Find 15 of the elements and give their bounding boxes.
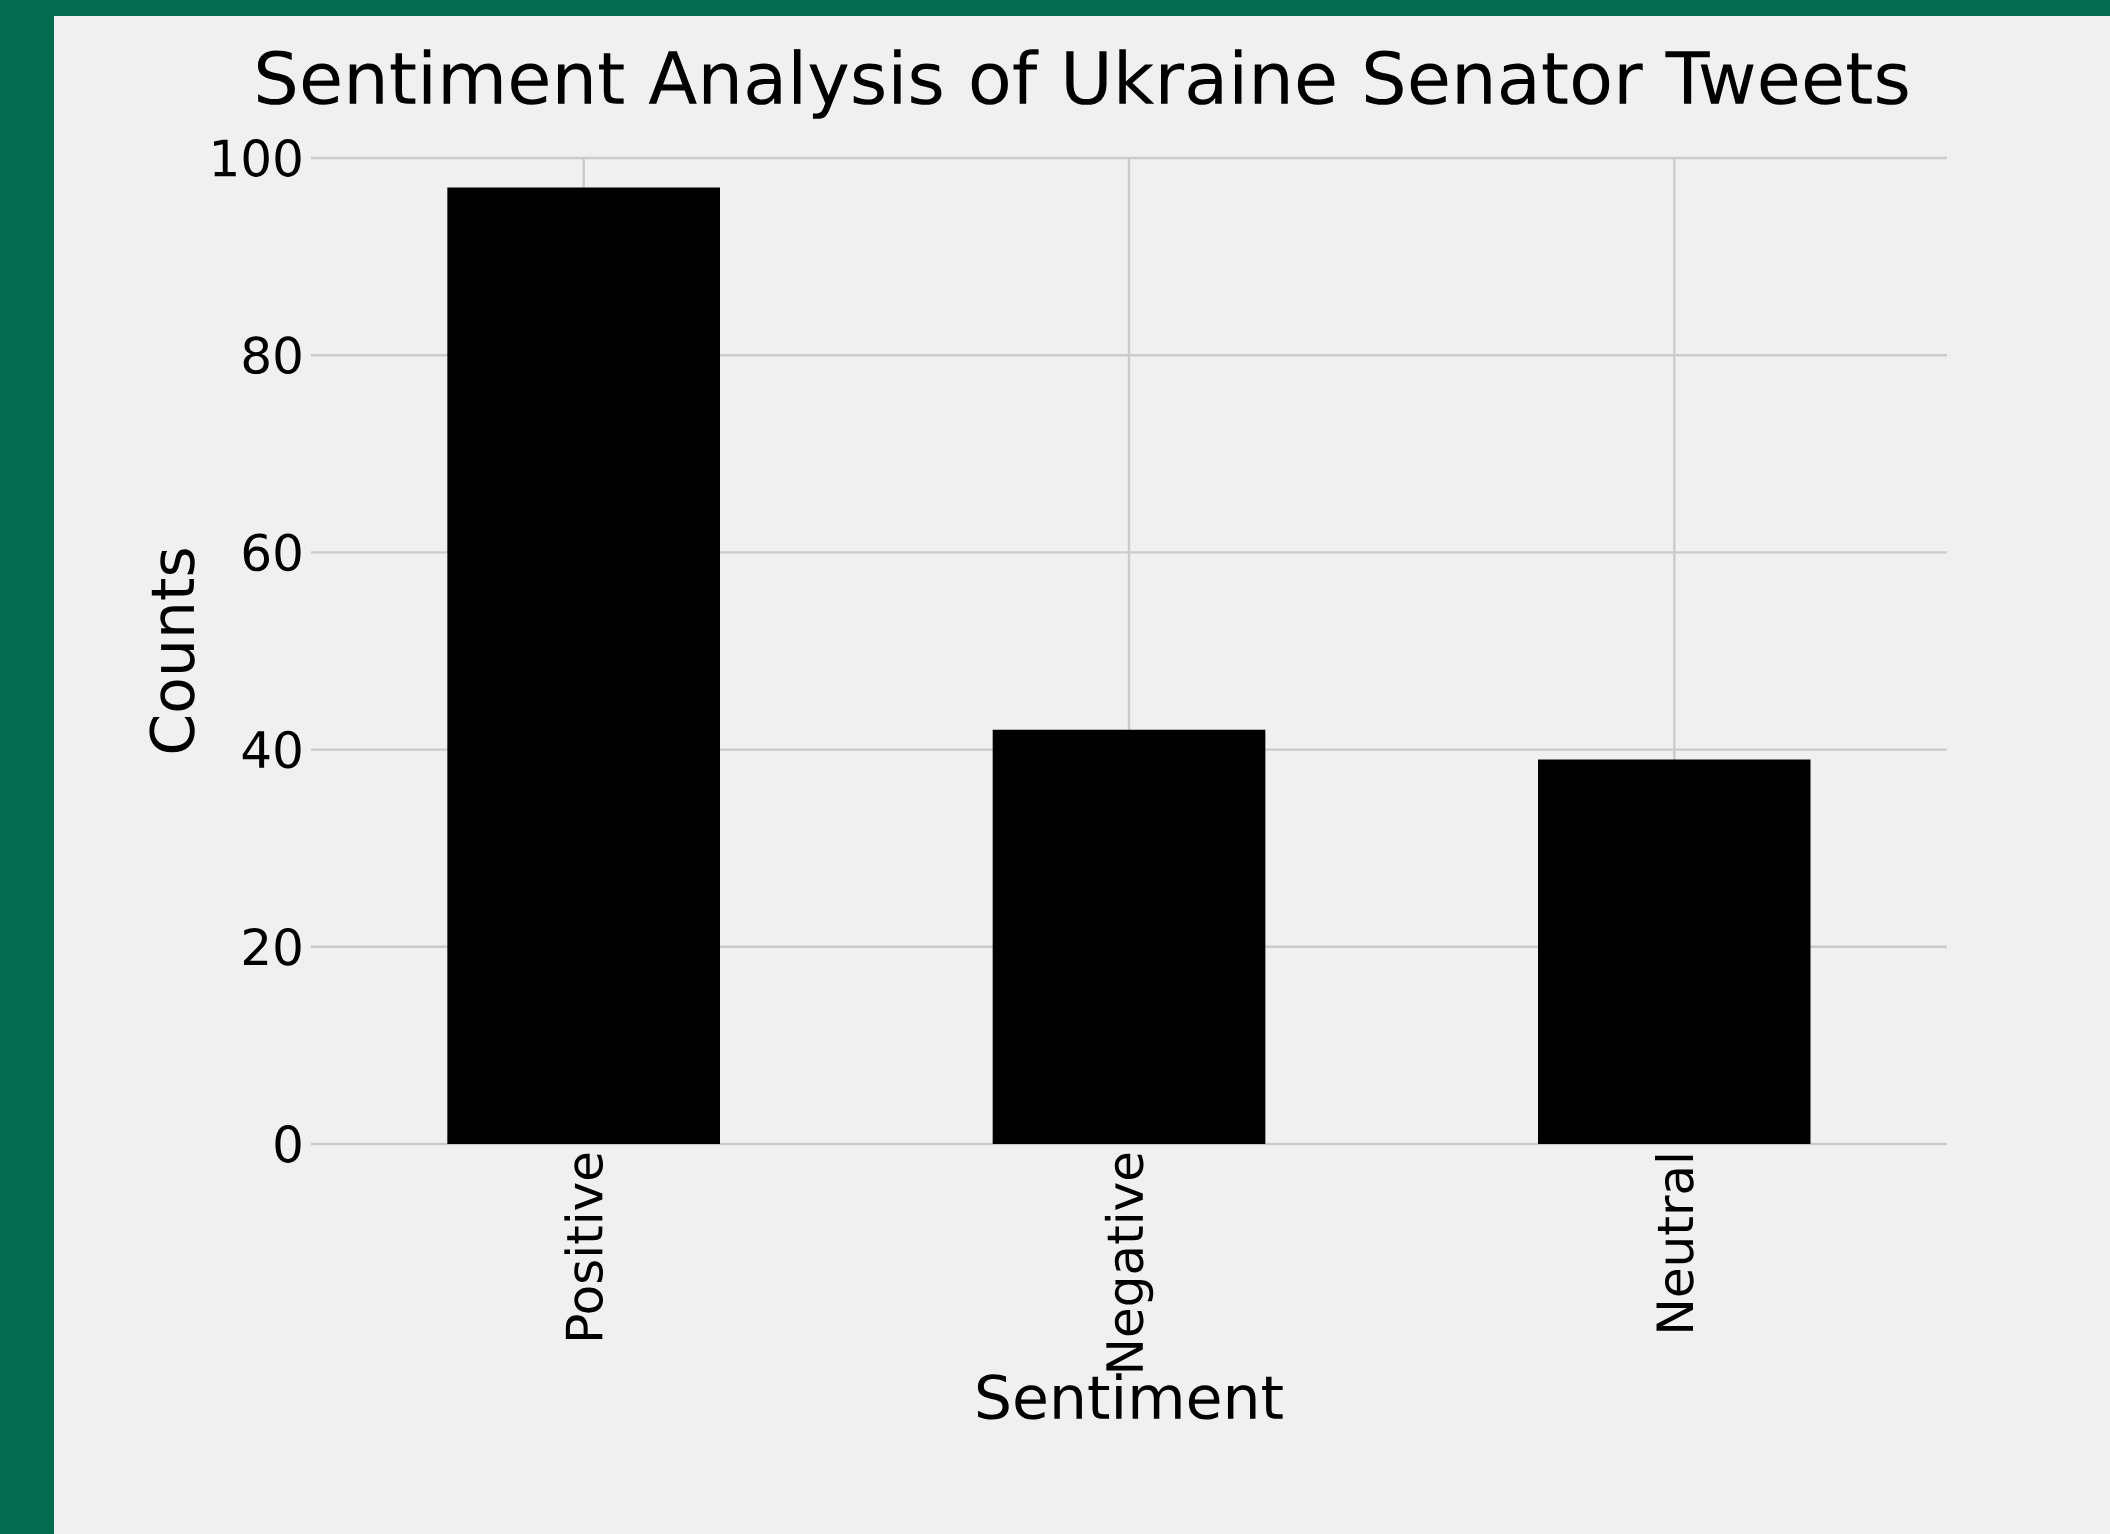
bar (1538, 759, 1811, 1144)
y-tick-label: 20 (243, 927, 301, 966)
bar (992, 729, 1266, 1144)
y-tick-label: 80 (243, 336, 301, 375)
y-tick-label: 0 (275, 1125, 301, 1163)
y-tick-label: 40 (242, 730, 301, 769)
x-axis-title: Sentiment (977, 1373, 1283, 1420)
bar (447, 187, 720, 1144)
y-tick-label: 100 (213, 139, 301, 177)
chart-title: Sentiment Analysis of Ukraine Senator Tweets (257, 49, 1908, 119)
y-axis-title: Counts (149, 549, 195, 753)
y-tick-label: 60 (243, 533, 301, 572)
x-tick-label: Positive (564, 1153, 604, 1339)
x-tick-label: Neutral (1655, 1155, 1694, 1331)
x-tick-label: Negative (1104, 1153, 1154, 1371)
